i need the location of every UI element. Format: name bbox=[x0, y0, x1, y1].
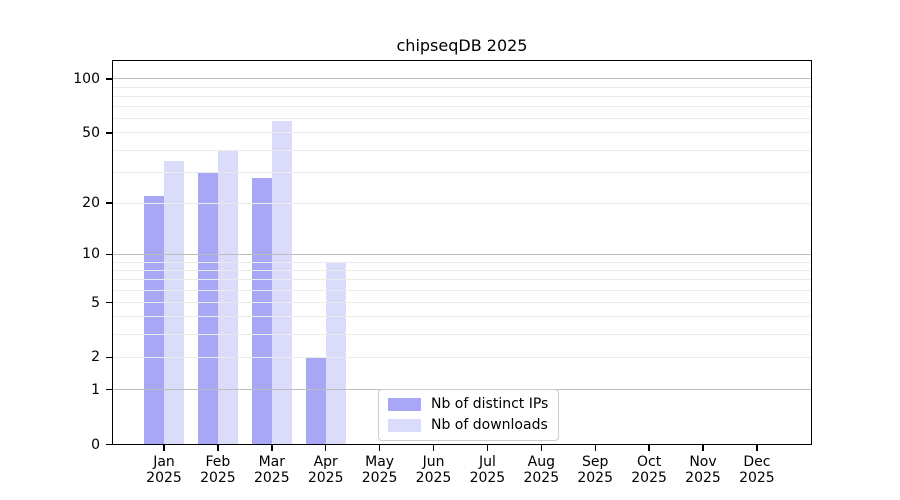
legend-label-downloads: Nb of downloads bbox=[431, 417, 548, 433]
gridline-minor bbox=[113, 269, 811, 271]
y-tick-mark bbox=[106, 253, 112, 256]
y-tick-label: 2 bbox=[91, 349, 100, 366]
gridline-minor bbox=[113, 202, 811, 204]
x-tick-year: 2025 bbox=[685, 469, 721, 486]
x-tick-year: 2025 bbox=[469, 469, 506, 486]
x-tick-year: 2025 bbox=[200, 469, 236, 486]
y-tick-label: 10 bbox=[82, 246, 100, 263]
y-tick-mark bbox=[106, 78, 112, 80]
x-tick-label: Dec 2025 bbox=[729, 454, 785, 486]
gridline-minor bbox=[113, 261, 811, 263]
y-tick-label: 1 bbox=[91, 381, 100, 398]
bar-distinct-ips bbox=[197, 172, 218, 445]
x-tick-year: 2025 bbox=[631, 469, 667, 486]
x-tick-mark bbox=[271, 444, 273, 451]
x-tick-label: Oct 2025 bbox=[621, 454, 677, 486]
x-tick-month: Jul bbox=[478, 453, 496, 470]
gridline-minor bbox=[113, 289, 811, 291]
x-tick-label: Feb 2025 bbox=[190, 454, 246, 486]
x-tick-label: Aug 2025 bbox=[513, 454, 569, 486]
y-tick-mark bbox=[106, 388, 112, 391]
legend-item-downloads: Nb of downloads bbox=[388, 417, 548, 433]
bar-distinct-ips bbox=[305, 357, 326, 445]
x-tick-month: Feb bbox=[205, 453, 231, 470]
x-tick-month: Mar bbox=[258, 453, 285, 470]
bar-downloads bbox=[217, 150, 238, 445]
x-tick-month: Nov bbox=[689, 453, 717, 470]
x-tick-label: Sep 2025 bbox=[567, 454, 623, 486]
gridline-major bbox=[113, 78, 811, 80]
x-tick-label: May 2025 bbox=[352, 454, 408, 486]
x-tick-month: May bbox=[365, 453, 395, 470]
x-tick-mark bbox=[648, 444, 650, 451]
gridline-minor bbox=[113, 171, 811, 173]
x-tick-month: Sep bbox=[581, 453, 609, 470]
x-tick-year: 2025 bbox=[523, 469, 560, 486]
y-tick-mark bbox=[106, 202, 112, 204]
x-tick-year: 2025 bbox=[415, 469, 452, 486]
x-tick-mark bbox=[432, 444, 435, 451]
x-tick-mark bbox=[163, 444, 165, 451]
y-tick-mark bbox=[106, 443, 112, 446]
bar-downloads bbox=[271, 121, 292, 445]
x-tick-month: Aug bbox=[527, 453, 555, 470]
x-tick-year: 2025 bbox=[361, 469, 398, 486]
x-tick-year: 2025 bbox=[253, 469, 290, 486]
x-tick-label: Mar 2025 bbox=[244, 454, 300, 486]
legend-swatch-downloads bbox=[388, 418, 421, 432]
plot-area bbox=[113, 61, 811, 445]
legend-label-distinct-ips: Nb of distinct IPs bbox=[431, 396, 549, 412]
y-tick-mark bbox=[106, 356, 112, 359]
bar-downloads bbox=[325, 262, 346, 445]
bar-distinct-ips bbox=[144, 196, 164, 445]
x-tick-label: Nov 2025 bbox=[675, 454, 731, 486]
x-tick-month: Jan bbox=[153, 453, 175, 470]
y-tick-label: 20 bbox=[82, 195, 100, 212]
x-tick-mark bbox=[217, 444, 219, 451]
gridline-minor bbox=[113, 302, 811, 303]
x-tick-mark bbox=[540, 444, 542, 451]
gridline-minor bbox=[113, 279, 811, 281]
x-tick-year: 2025 bbox=[307, 469, 344, 486]
y-tick-label: 100 bbox=[73, 70, 100, 87]
x-tick-mark bbox=[378, 444, 381, 451]
y-tick-mark bbox=[106, 301, 112, 304]
gridline-minor bbox=[113, 86, 811, 88]
gridline-minor bbox=[113, 356, 811, 358]
legend-item-distinct-ips: Nb of distinct IPs bbox=[388, 396, 548, 412]
chart-title: chipseqDB 2025 bbox=[396, 36, 528, 55]
x-tick-month: Oct bbox=[636, 453, 662, 470]
gridline-minor bbox=[113, 106, 811, 108]
legend-swatch-distinct-ips bbox=[388, 397, 421, 411]
gridline-minor bbox=[113, 132, 811, 134]
x-tick-mark bbox=[756, 444, 758, 451]
x-tick-year: 2025 bbox=[577, 469, 613, 486]
y-tick-mark bbox=[106, 132, 112, 134]
x-tick-label: Jun 2025 bbox=[406, 454, 462, 486]
gridline-minor bbox=[113, 118, 811, 120]
legend: Nb of distinct IPs Nb of downloads bbox=[378, 389, 560, 441]
y-tick-label: 50 bbox=[82, 124, 100, 141]
x-tick-year: 2025 bbox=[739, 469, 775, 486]
gridline-major bbox=[113, 253, 811, 255]
gridline-minor bbox=[113, 149, 811, 151]
x-tick-label: Jul 2025 bbox=[459, 454, 515, 486]
bar-distinct-ips bbox=[251, 177, 272, 445]
y-tick-label: 5 bbox=[91, 294, 100, 311]
x-tick-label: Jan 2025 bbox=[136, 454, 192, 486]
x-tick-mark bbox=[486, 444, 489, 451]
x-tick-month: Jun bbox=[422, 453, 445, 470]
gridline-minor bbox=[113, 334, 811, 336]
x-tick-month: Dec bbox=[743, 453, 771, 470]
x-tick-month: Apr bbox=[313, 453, 338, 470]
x-tick-mark bbox=[324, 444, 327, 451]
x-tick-mark bbox=[702, 444, 704, 451]
x-tick-year: 2025 bbox=[146, 469, 182, 486]
x-tick-mark bbox=[594, 444, 596, 451]
y-tick-label: 0 bbox=[91, 436, 100, 453]
gridline-minor bbox=[113, 95, 811, 97]
gridline-minor bbox=[113, 316, 811, 318]
x-tick-label: Apr 2025 bbox=[298, 454, 354, 486]
